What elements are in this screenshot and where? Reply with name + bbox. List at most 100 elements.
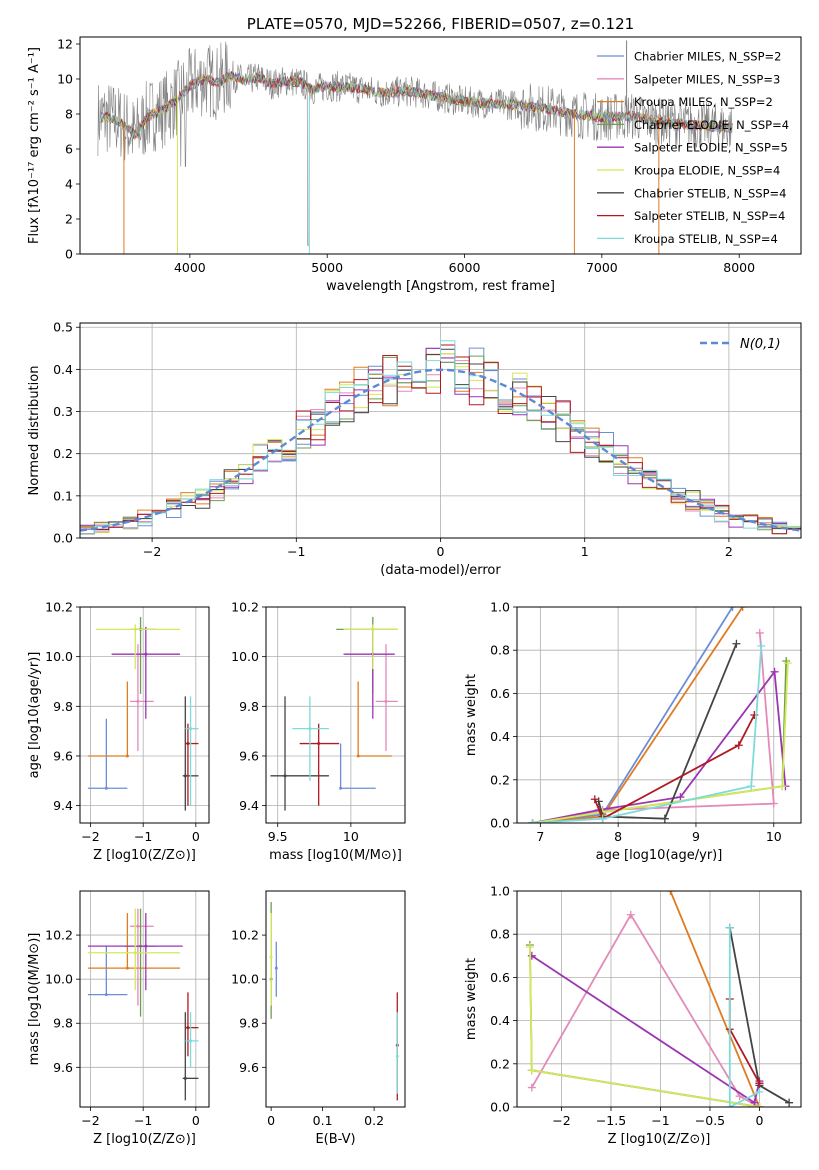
data-point-3 bbox=[384, 699, 388, 703]
data-point-5 bbox=[395, 1054, 399, 1058]
y-tick-label: 0.8 bbox=[490, 643, 510, 658]
legend-label: Chabrier ELODIE, N_SSP=4 bbox=[634, 118, 789, 132]
weight-marker bbox=[598, 814, 607, 823]
axes-frame bbox=[79, 890, 210, 1108]
x-axis-label: E(B-V) bbox=[315, 1132, 355, 1147]
y-tick-label: 0.2 bbox=[53, 446, 73, 461]
x-tick-label: 0 bbox=[267, 1113, 275, 1128]
y-tick-label: 1.0 bbox=[490, 600, 510, 615]
y-tick-label: 0 bbox=[65, 247, 73, 262]
weight-marker bbox=[755, 1103, 764, 1107]
y-axis-label: mass weight bbox=[464, 674, 479, 756]
plot-area-5 bbox=[517, 607, 801, 823]
data-point-8 bbox=[186, 1026, 190, 1030]
x-tick-label: 6000 bbox=[449, 260, 481, 275]
y-tick-label: 6 bbox=[65, 142, 73, 157]
data-point-1 bbox=[339, 786, 343, 790]
weight-marker bbox=[755, 628, 764, 637]
legend: Chabrier MILES, N_SSP=2 Salpeter MILES, N… bbox=[597, 50, 789, 246]
y-tick-label: 9.4 bbox=[53, 798, 73, 813]
axes-frame bbox=[79, 322, 802, 539]
data-point-7 bbox=[183, 774, 187, 778]
axes-frame bbox=[79, 606, 210, 824]
data-point-2 bbox=[269, 955, 273, 959]
y-axis-label: Normed distribution bbox=[27, 366, 42, 496]
data-point-1 bbox=[104, 993, 108, 997]
y-tick-label: 10.2 bbox=[45, 928, 73, 943]
x-tick-label: 10 bbox=[766, 829, 782, 844]
x-tick-label: 0 bbox=[192, 1113, 200, 1128]
panel-2: −2 −1 0 1 2 0.0 0.1 0.2 0.3 0.4 0.5 (data-model)/er… bbox=[27, 320, 802, 578]
x-tick-label: 0 bbox=[755, 1113, 763, 1128]
y-tick-label: 9.6 bbox=[53, 1060, 73, 1075]
x-tick-label: −1 bbox=[651, 1113, 669, 1128]
data-point-3 bbox=[136, 699, 140, 703]
y-tick-label: 10 bbox=[57, 72, 73, 87]
y-tick-label: 10.0 bbox=[231, 972, 259, 987]
y-tick-label: 8 bbox=[65, 107, 73, 122]
panel-8: −2 −1.5 −1 −0.5 0 0.0 0.2 0.4 0.6 0.8 1.0 Z [log10(… bbox=[464, 884, 802, 1147]
x-tick-label: −1.5 bbox=[596, 1113, 626, 1128]
x-tick-label: −2 bbox=[81, 1113, 99, 1128]
legend-label: Salpeter STELIB, N_SSP=4 bbox=[634, 209, 785, 223]
y-tick-label: 9.8 bbox=[53, 699, 73, 714]
x-tick-label: 1 bbox=[581, 544, 589, 559]
data-point-5 bbox=[144, 944, 148, 948]
y-tick-label: 10.0 bbox=[231, 649, 259, 664]
weight-marker bbox=[769, 799, 778, 808]
y-tick-label: 2 bbox=[65, 212, 73, 227]
panel-1: 4000 5000 6000 7000 8000 0 2 4 6 8 10 12 wavelength … bbox=[27, 15, 802, 294]
data-point-9 bbox=[189, 727, 193, 731]
data-point-6 bbox=[133, 627, 137, 631]
y-tick-label: 10.2 bbox=[231, 600, 259, 615]
weight-marker bbox=[755, 1087, 764, 1096]
y-tick-label: 0.0 bbox=[53, 531, 73, 546]
x-axis-label: wavelength [Angstrom, rest frame] bbox=[326, 279, 555, 294]
weight-marker bbox=[783, 659, 792, 668]
weight-line-2 bbox=[669, 891, 761, 1107]
legend-label: Kroupa MILES, N_SSP=2 bbox=[634, 95, 773, 109]
x-axis-label: Z [log10(Z/Z⊙)] bbox=[93, 848, 196, 863]
x-tick-label: −1 bbox=[287, 544, 305, 559]
x-tick-label: 2 bbox=[725, 544, 733, 559]
x-tick-label: −2 bbox=[143, 544, 161, 559]
y-tick-label: 0.6 bbox=[490, 970, 510, 985]
data-point-7 bbox=[183, 1076, 187, 1080]
panel-6: −2 −1 0 9.6 9.8 10.0 10.2 Z [log10(Z/Z⊙)] mass [… bbox=[27, 890, 210, 1147]
y-tick-label: 0.0 bbox=[490, 816, 510, 831]
legend: N(0,1) bbox=[700, 337, 781, 352]
y-axis-label: age [log10(age/yr)] bbox=[27, 652, 42, 779]
axes-frame bbox=[516, 606, 802, 824]
panel-5: 7 8 9 10 0.0 0.2 0.4 0.6 0.8 1.0 age [log10(age/yr… bbox=[464, 600, 802, 863]
data-point-2 bbox=[125, 754, 129, 758]
weight-line-6 bbox=[532, 663, 789, 823]
x-tick-label: 10 bbox=[343, 829, 359, 844]
data-point-8 bbox=[186, 742, 190, 746]
legend-label: Chabrier MILES, N_SSP=2 bbox=[634, 50, 781, 64]
legend-label: N(0,1) bbox=[740, 337, 781, 352]
weight-marker bbox=[734, 741, 743, 750]
x-tick-label: 5000 bbox=[311, 260, 343, 275]
y-axis-label: mass weight bbox=[464, 958, 479, 1040]
panel-7: 0 0.1 0.2 9.6 9.8 10.0 10.2 E(B-V) bbox=[231, 890, 406, 1147]
weight-marker bbox=[676, 793, 685, 802]
weight-marker bbox=[757, 641, 766, 650]
weight-marker bbox=[738, 607, 747, 611]
weight-line-7 bbox=[597, 643, 738, 820]
y-tick-label: 9.8 bbox=[239, 1016, 259, 1031]
y-tick-label: 10.0 bbox=[45, 972, 73, 987]
y-tick-label: 0.5 bbox=[53, 320, 73, 335]
x-tick-label: 8 bbox=[614, 829, 622, 844]
y-tick-label: 0.6 bbox=[490, 686, 510, 701]
data-point-1 bbox=[104, 786, 108, 790]
y-tick-label: 10.2 bbox=[45, 600, 73, 615]
axes-frame bbox=[265, 606, 406, 824]
x-tick-label: 8000 bbox=[723, 260, 755, 275]
y-axis-label: mass [log10(M/M⊙)] bbox=[27, 933, 42, 1066]
legend-label: Salpeter ELODIE, N_SSP=5 bbox=[634, 141, 788, 155]
x-axis-label: Z [log10(Z/Z⊙)] bbox=[93, 1132, 196, 1147]
weight-line-9 bbox=[728, 927, 760, 1107]
x-tick-label: 9.5 bbox=[268, 829, 288, 844]
axes-frame bbox=[265, 890, 406, 1108]
y-tick-label: 0.3 bbox=[53, 404, 73, 419]
